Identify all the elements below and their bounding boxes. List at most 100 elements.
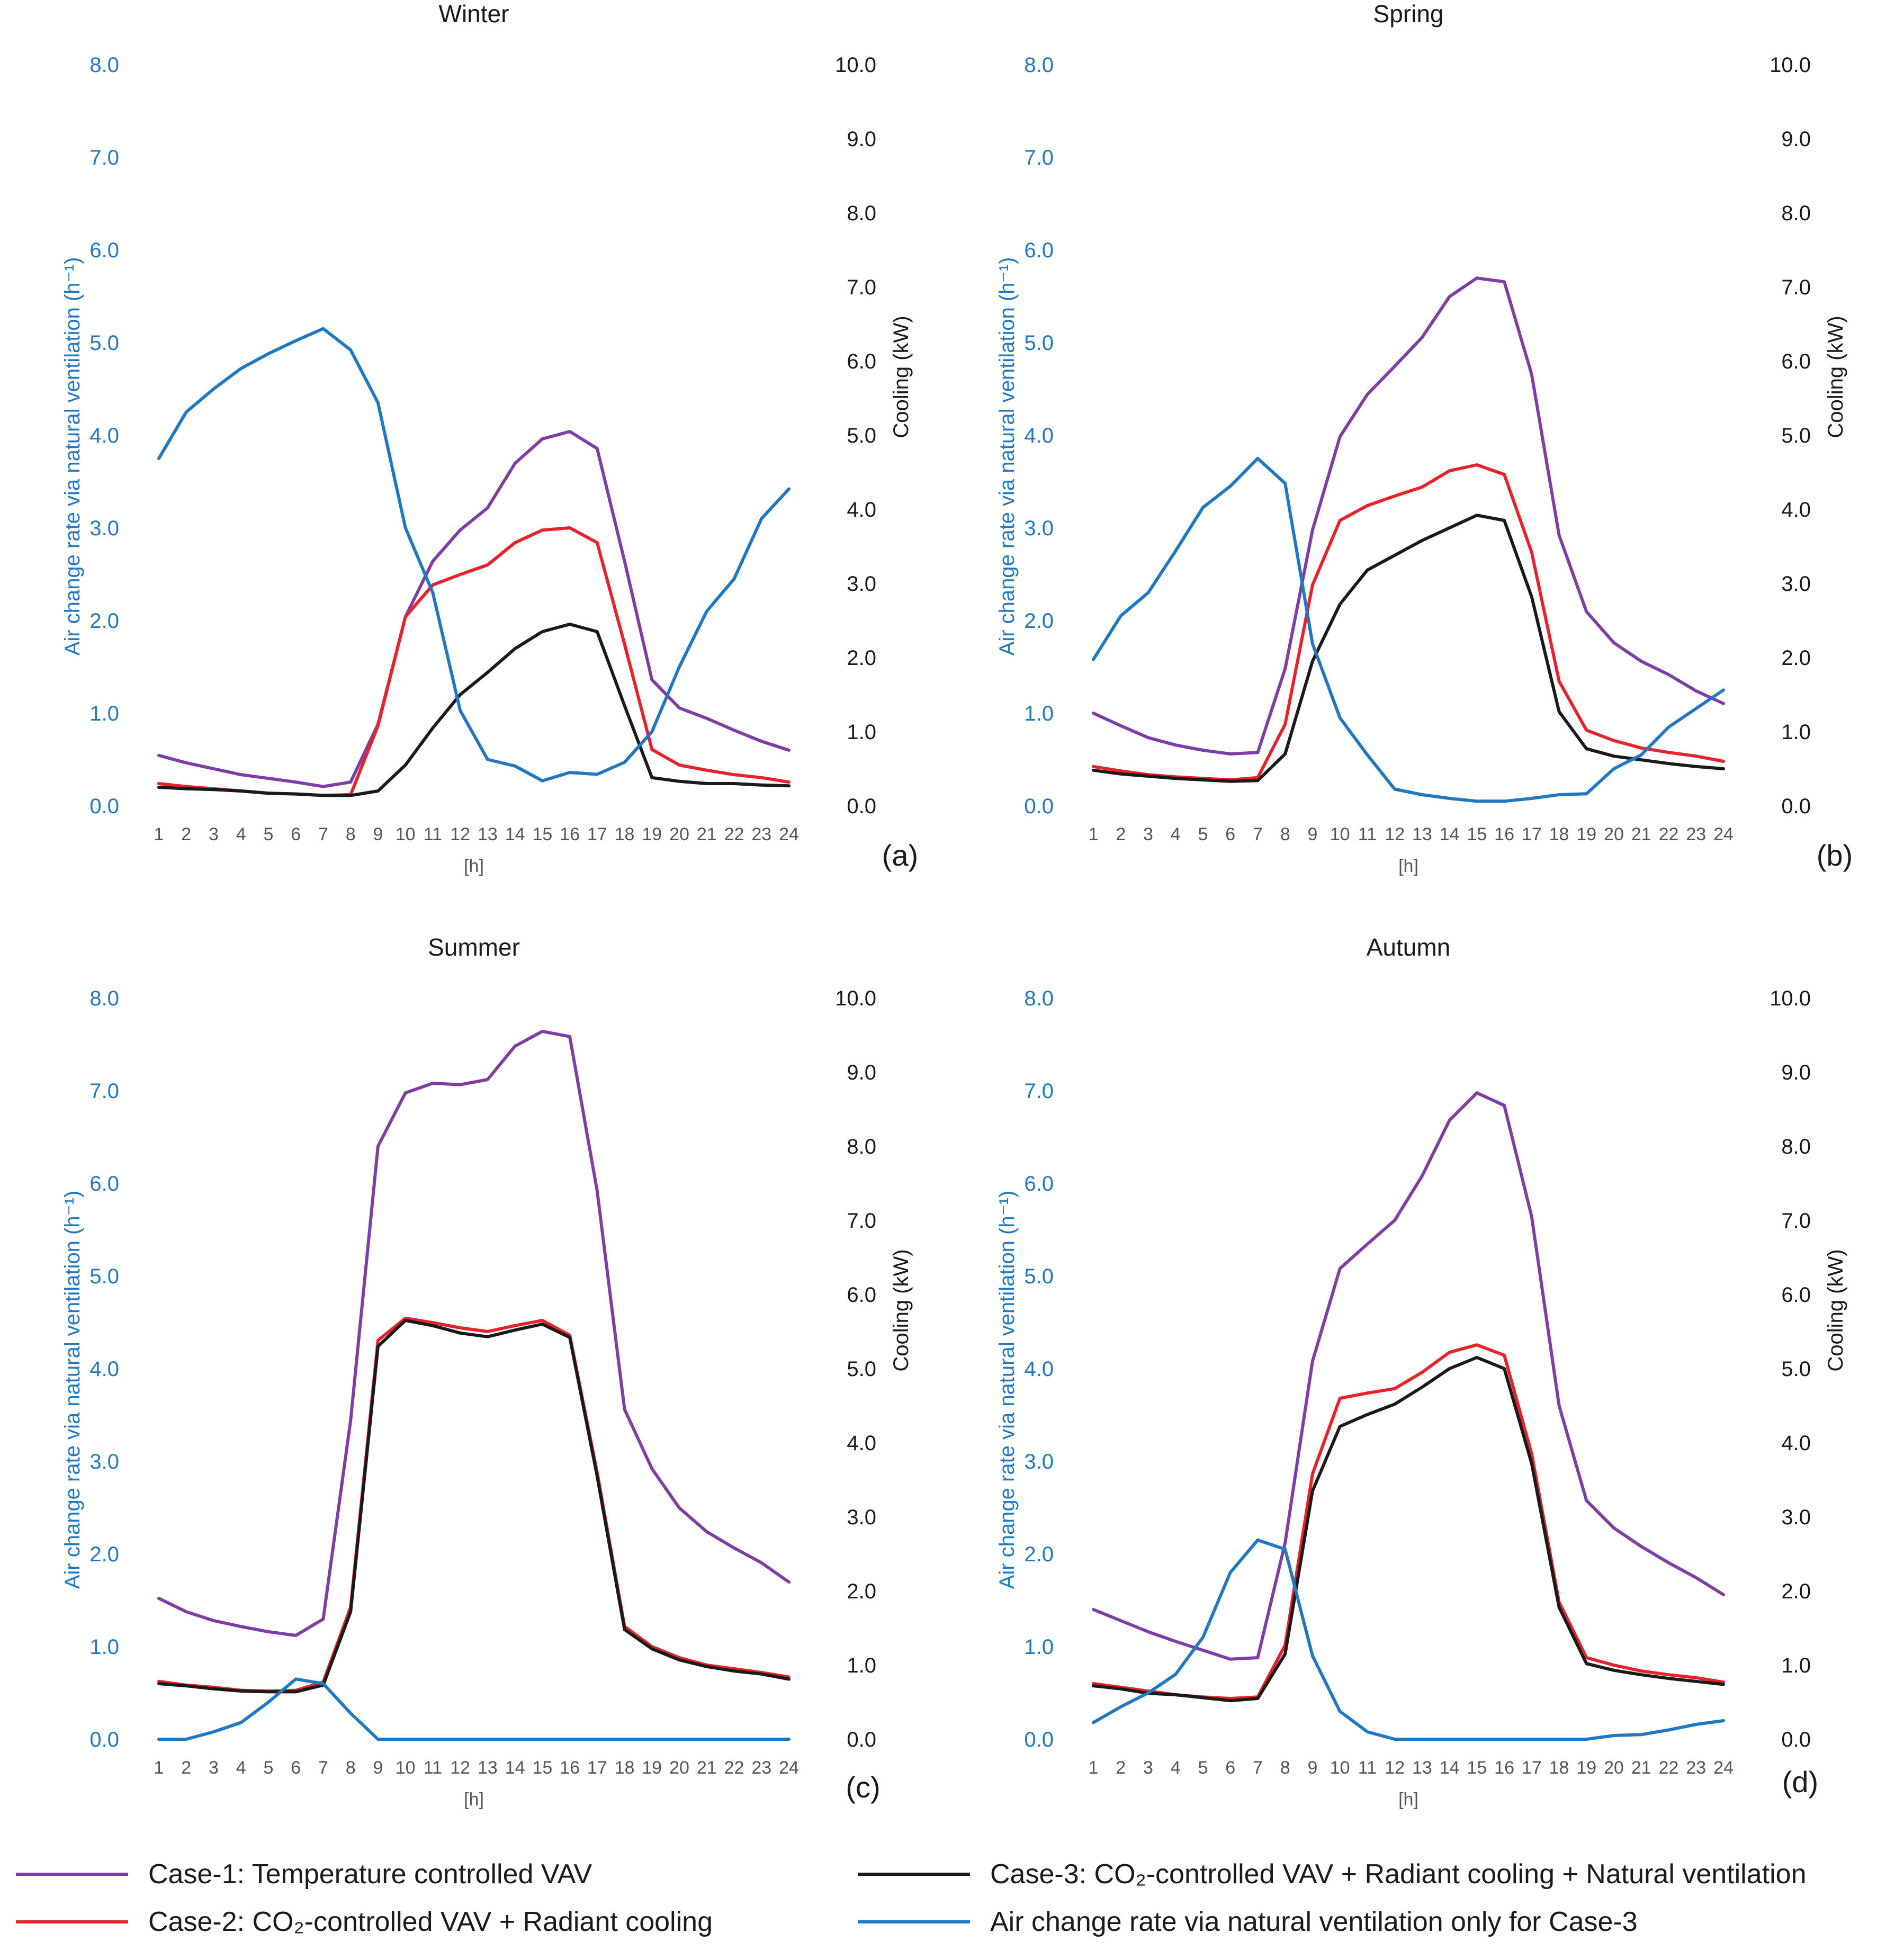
x-tick-label: 22 <box>724 1758 744 1778</box>
x-axis-label: [h] <box>1398 856 1418 876</box>
legend-item-case1: Case-1: Temperature controlled VAV <box>16 1858 592 1890</box>
x-tick-label: 10 <box>1330 1758 1350 1778</box>
legend-item-nv: Air change rate via natural ventilation … <box>858 1906 1638 1938</box>
series-line-natural_ventilation <box>157 327 791 783</box>
x-tick-label: 4 <box>1171 824 1181 844</box>
x-tick-label: 24 <box>779 824 799 844</box>
legend-label-nv: Air change rate via natural ventilation … <box>990 1907 1638 1937</box>
series-line-natural_ventilation <box>1092 456 1725 803</box>
x-tick-label: 16 <box>560 1758 580 1778</box>
y-right-axis-label: Cooling (kW) <box>890 316 913 438</box>
y-right-tick-label: 1.0 <box>847 721 876 744</box>
x-tick-label: 3 <box>209 824 219 844</box>
x-tick-label: 3 <box>1143 1758 1153 1778</box>
x-tick-label: 23 <box>1686 824 1706 844</box>
x-tick-label: 15 <box>1467 824 1487 844</box>
y-right-tick-label: 3.0 <box>847 1506 876 1529</box>
y-left-tick-label: 4.0 <box>89 424 119 447</box>
x-tick-label: 18 <box>1549 1758 1569 1778</box>
x-tick-label: 11 <box>1358 1758 1377 1778</box>
y-right-tick-label: 1.0 <box>1781 721 1811 744</box>
series-line-case1 <box>157 430 791 788</box>
y-left-tick-label: 4.0 <box>89 1357 119 1381</box>
y-right-tick-label: 0.0 <box>1781 795 1811 818</box>
x-tick-label: 23 <box>751 824 771 844</box>
y-right-tick-label: 10.0 <box>1770 53 1811 77</box>
x-tick-label: 17 <box>1522 824 1542 844</box>
x-tick-label: 19 <box>642 1758 662 1778</box>
x-tick-label: 5 <box>1198 824 1208 844</box>
chart-panel-autumn: Autumn 0.0 1.0 2.0 3.0 4.0 5.0 6.0 7.0 8.0 0.0 1.0 2… <box>995 933 1847 1810</box>
y-left-tick-label: 1.0 <box>89 1635 119 1659</box>
series-line-case3 <box>1092 514 1725 783</box>
x-tick-label: 11 <box>424 824 442 844</box>
y-right-tick-label: 7.0 <box>847 1209 876 1233</box>
x-tick-label: 7 <box>1253 1758 1263 1778</box>
y-left-tick-label: 1.0 <box>89 702 119 725</box>
x-tick-label: 15 <box>532 1758 552 1778</box>
x-tick-label: 16 <box>560 824 580 844</box>
x-tick-label: 7 <box>318 1758 328 1778</box>
y-left-tick-label: 0.0 <box>89 795 119 818</box>
x-tick-label: 21 <box>1631 1758 1651 1778</box>
x-tick-label: 10 <box>396 824 416 844</box>
y-left-tick-label: 5.0 <box>1024 1265 1054 1288</box>
y-right-tick-label: 6.0 <box>1781 1283 1811 1307</box>
y-right-tick-label: 3.0 <box>1781 572 1811 596</box>
x-tick-label: 18 <box>615 1758 635 1778</box>
y-left-tick-label: 8.0 <box>89 987 119 1010</box>
x-tick-label: 19 <box>1576 824 1596 844</box>
chart-panel-winter: Winter 0.0 1.0 2.0 3.0 4.0 5.0 6.0 7.0 8.0 0.0 1.0 2… <box>61 0 918 876</box>
y-right-tick-label: 1.0 <box>847 1654 876 1677</box>
y-right-tick-label: 8.0 <box>1781 202 1811 225</box>
x-tick-label: 8 <box>346 824 356 844</box>
x-tick-label: 11 <box>1358 824 1377 844</box>
y-right-tick-label: 2.0 <box>847 1580 876 1603</box>
x-tick-label: 2 <box>181 824 191 844</box>
x-tick-label: 24 <box>1713 824 1734 844</box>
x-tick-label: 10 <box>1330 824 1350 844</box>
x-tick-label: 14 <box>505 824 525 844</box>
y-left-tick-label: 7.0 <box>89 1080 119 1103</box>
x-axis-label: [h] <box>464 856 484 876</box>
x-tick-label: 20 <box>669 1758 689 1778</box>
y-left-tick-label: 0.0 <box>1024 1728 1054 1751</box>
x-tick-label: 5 <box>263 1758 273 1778</box>
panel-label: (c) <box>846 1770 880 1804</box>
y-left-tick-label: 4.0 <box>1024 424 1054 447</box>
y-left-axis-label: Air change rate via natural ventilation … <box>995 257 1019 656</box>
y-left-tick-label: 5.0 <box>89 1265 119 1288</box>
x-tick-label: 15 <box>532 824 552 844</box>
y-left-tick-label: 7.0 <box>1024 1080 1054 1103</box>
y-left-tick-label: 7.0 <box>1024 146 1054 169</box>
x-tick-label: 2 <box>1116 1758 1126 1778</box>
x-tick-label: 21 <box>1631 824 1651 844</box>
x-tick-label: 11 <box>424 1758 442 1778</box>
x-tick-label: 18 <box>1549 824 1569 844</box>
x-tick-label: 22 <box>724 824 744 844</box>
y-right-tick-label: 7.0 <box>1781 276 1811 299</box>
y-right-tick-label: 0.0 <box>847 795 876 818</box>
series-line-case2 <box>1092 463 1725 781</box>
y-left-tick-label: 2.0 <box>89 609 119 633</box>
x-tick-label: 8 <box>346 1758 356 1778</box>
chart-title: Autumn <box>1367 933 1451 961</box>
x-tick-label: 18 <box>615 824 635 844</box>
y-left-tick-label: 3.0 <box>1024 1450 1054 1473</box>
y-left-tick-label: 2.0 <box>1024 1543 1054 1566</box>
chart-title: Winter <box>439 0 509 28</box>
y-right-tick-label: 8.0 <box>847 202 876 225</box>
x-tick-label: 14 <box>1440 824 1460 844</box>
x-tick-label: 17 <box>587 824 607 844</box>
x-tick-label: 21 <box>697 1758 717 1778</box>
panel-label: (d) <box>1782 1765 1818 1799</box>
x-tick-label: 12 <box>1385 1758 1405 1778</box>
x-tick-label: 13 <box>478 824 498 844</box>
y-right-axis-label: Cooling (kW) <box>1824 316 1847 438</box>
y-right-tick-label: 6.0 <box>847 350 876 373</box>
x-tick-label: 1 <box>1089 824 1099 844</box>
y-left-tick-label: 5.0 <box>89 331 119 355</box>
x-tick-label: 20 <box>669 824 689 844</box>
y-left-tick-label: 8.0 <box>1024 53 1054 77</box>
